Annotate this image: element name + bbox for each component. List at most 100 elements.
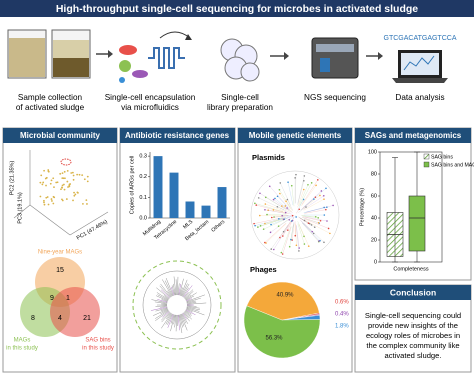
decor-dot xyxy=(56,181,59,184)
step-label: Single-cell xyxy=(221,93,259,102)
decor-edge xyxy=(258,197,285,210)
tree-branch xyxy=(184,311,192,320)
decor-node xyxy=(329,232,331,235)
decor-node xyxy=(295,244,298,247)
decor-node xyxy=(323,198,325,200)
outlier-circle xyxy=(60,158,72,166)
decor-dot xyxy=(52,202,55,205)
tree-branch xyxy=(179,314,183,328)
tree-branch xyxy=(170,286,175,296)
tree-branch xyxy=(180,314,188,331)
decor-edge xyxy=(298,184,309,206)
conclusion-line: ecology roles of microbes in xyxy=(366,331,460,340)
venn-count: 21 xyxy=(83,315,91,322)
decor-edge xyxy=(305,218,329,229)
venn-count: 15 xyxy=(56,267,64,274)
decor-dot xyxy=(43,203,46,206)
step-label: via microfluidics xyxy=(121,103,179,112)
step-label: of activated sludge xyxy=(16,103,85,112)
decor-edge xyxy=(292,222,295,241)
decor-node xyxy=(294,177,296,179)
decor-edge xyxy=(287,219,293,231)
section-label: Plasmids xyxy=(252,153,285,162)
tree-branch xyxy=(157,299,168,303)
decor-edge xyxy=(271,225,288,250)
decor-edge xyxy=(279,193,291,209)
decor-node xyxy=(307,245,310,247)
decor-dot xyxy=(65,198,68,200)
decor-edge xyxy=(302,190,322,208)
tree-branch xyxy=(170,314,175,332)
decor-edge xyxy=(299,182,312,206)
decor-node xyxy=(320,190,323,192)
tree-ring xyxy=(132,260,222,350)
decor-node xyxy=(288,245,291,248)
decor-dot xyxy=(43,169,45,172)
decor-dot xyxy=(61,186,63,189)
tree-branch xyxy=(185,292,197,300)
decor-dot xyxy=(72,174,75,177)
pca-axes xyxy=(13,150,109,236)
tree-branch xyxy=(184,310,192,316)
decor-node xyxy=(257,226,259,228)
tree-branch xyxy=(155,295,168,302)
tree-branch xyxy=(152,308,168,316)
decor-edge xyxy=(300,198,314,211)
decor-edge xyxy=(300,219,313,232)
tree-branch xyxy=(173,276,177,296)
decor-edge xyxy=(283,216,292,220)
decor-node xyxy=(285,200,287,202)
tree-branch xyxy=(155,307,168,312)
decor-node xyxy=(323,214,326,216)
conclusion-line: the complex community like xyxy=(366,341,459,350)
tree-branch xyxy=(181,313,187,324)
tree-branch xyxy=(163,295,170,300)
decor-node xyxy=(313,198,315,200)
decor-edge xyxy=(302,217,319,223)
decor-edge xyxy=(302,222,321,241)
tree-branch xyxy=(186,306,200,311)
tree-branch xyxy=(171,285,175,296)
decor-edge xyxy=(254,217,283,224)
decor-node xyxy=(317,222,320,224)
decor-node xyxy=(276,195,279,198)
decor-node xyxy=(319,194,321,197)
decor-node xyxy=(302,188,305,191)
decor-dot xyxy=(63,170,66,173)
decor-node xyxy=(310,182,313,184)
decor-dot xyxy=(39,181,42,184)
tree-branch xyxy=(185,310,192,315)
decor-dot xyxy=(61,172,64,175)
decor-node xyxy=(270,248,273,250)
decor-dot xyxy=(47,169,50,171)
decor-edge xyxy=(287,182,294,206)
decor-node xyxy=(253,222,255,225)
decor-dot xyxy=(76,191,79,194)
x-tick-label: MLS xyxy=(182,219,194,231)
tree-branch xyxy=(173,314,176,325)
decor-edge xyxy=(285,205,293,213)
decor-dot xyxy=(63,183,65,186)
decor-dot xyxy=(83,178,86,181)
decor-dot xyxy=(61,199,64,202)
panel-title: Antibiotic resistance genes xyxy=(125,131,230,140)
decor-node xyxy=(284,205,287,207)
network-outline xyxy=(250,170,340,260)
x-tick-label: Others xyxy=(210,219,226,234)
decor-dot xyxy=(55,181,58,184)
decor-edge xyxy=(278,218,291,227)
tree-branch xyxy=(157,294,169,301)
tree-ring xyxy=(142,270,212,340)
decor-dot xyxy=(73,194,76,197)
decor-edge xyxy=(296,225,300,251)
decor-node xyxy=(281,235,284,237)
decor-edge xyxy=(264,209,287,214)
decor-edge xyxy=(281,205,292,213)
decor-edge xyxy=(282,226,292,255)
decor-edge xyxy=(306,205,334,213)
decor-edge xyxy=(291,185,295,207)
decor-node xyxy=(284,211,287,214)
tree-branch xyxy=(182,287,189,297)
decor-node xyxy=(305,206,307,208)
